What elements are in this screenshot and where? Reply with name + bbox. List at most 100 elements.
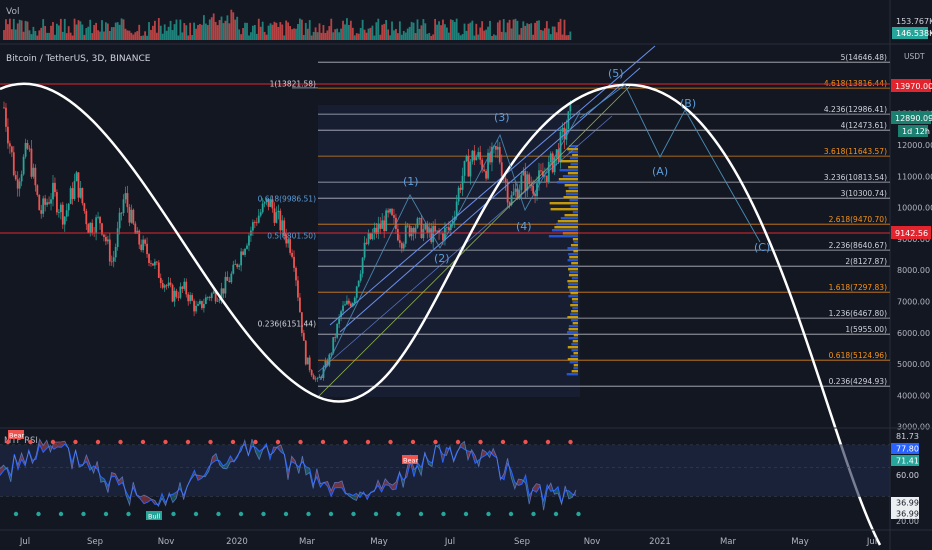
- candle-body: [332, 337, 335, 354]
- volume-bar: [191, 35, 194, 40]
- volume-bar: [236, 16, 239, 40]
- candle-body: [212, 291, 215, 294]
- price-tick-label: 3000.00: [897, 423, 930, 432]
- volume-bar: [175, 19, 178, 40]
- volume-bar: [455, 18, 458, 40]
- volume-bar: [56, 23, 58, 40]
- volume-bar: [75, 24, 78, 40]
- candle-body: [424, 223, 427, 230]
- time-axis-tick: Mar: [299, 537, 316, 547]
- candle-body: [561, 127, 564, 132]
- candle-body: [269, 199, 272, 207]
- candle-body: [471, 150, 474, 162]
- volume-bar: [46, 32, 49, 40]
- volume-bar: [489, 20, 491, 40]
- candle-body: [238, 265, 241, 267]
- volume-profile: [548, 145, 578, 376]
- volume-bar: [44, 25, 47, 40]
- trend-channel-upper: [329, 45, 656, 326]
- volume-bar: [348, 24, 350, 40]
- candle-body: [75, 172, 78, 182]
- candle-body: [124, 193, 127, 200]
- rsi-cloud: [338, 480, 342, 488]
- rsi-axis-60: 60.00: [896, 471, 919, 480]
- rsi-cloud: [198, 475, 202, 481]
- candle-body: [526, 174, 529, 191]
- candle-body: [412, 228, 415, 234]
- candle-body: [385, 210, 388, 232]
- bear-tag-1: Bear: [9, 432, 24, 440]
- volume-profile-bar: [562, 175, 578, 178]
- volume-bar: [542, 30, 544, 40]
- volume-bar: [22, 31, 25, 40]
- candle-body: [226, 276, 229, 281]
- volume-bar: [534, 22, 536, 40]
- volume-bar: [391, 21, 393, 40]
- rsi-cloud: [392, 482, 396, 490]
- volume-bar: [371, 25, 374, 40]
- volume-bar: [297, 23, 299, 40]
- volume-bar: [469, 22, 472, 40]
- candle-body: [416, 218, 419, 228]
- candle-body: [338, 316, 341, 324]
- volume-bar: [81, 24, 84, 40]
- countdown-text: 1d 12h: [902, 127, 930, 136]
- volume-bar: [561, 34, 564, 40]
- volume-bar: [20, 20, 23, 40]
- candle-body: [453, 216, 456, 222]
- volume-bar: [61, 31, 64, 40]
- volume-bar: [120, 18, 123, 40]
- volume-bar: [63, 18, 66, 40]
- rsi-cloud: [100, 476, 105, 483]
- candle-body: [132, 209, 135, 224]
- candle-body: [434, 225, 437, 232]
- volume-profile-bar: [567, 286, 578, 289]
- candle-body: [277, 210, 280, 213]
- candle-body: [463, 160, 466, 176]
- volume-profile-bar: [570, 244, 578, 247]
- candle-body: [101, 223, 103, 235]
- volume-bar: [118, 24, 121, 40]
- volume-bar: [87, 26, 90, 40]
- volume-bar: [277, 27, 280, 40]
- volume-bar: [559, 18, 562, 40]
- volume-bar: [126, 30, 129, 40]
- volume-profile-bar: [568, 268, 578, 271]
- volume-bar: [250, 32, 252, 40]
- rsi-bear-dot: [230, 439, 236, 445]
- candle-body: [281, 220, 284, 231]
- volume-bar: [310, 35, 313, 40]
- volume-bar: [226, 15, 229, 40]
- rsi-bear-dot: [365, 439, 371, 445]
- price-tick-label: 12000.00: [897, 141, 932, 150]
- volume-bar: [79, 21, 82, 40]
- candle-body: [553, 157, 556, 173]
- rsi-line-slow: [0, 438, 577, 511]
- volume-profile-bar: [571, 277, 578, 280]
- price-badges: 13970.00 12890.09 1d 12h 9142.56: [891, 79, 932, 239]
- candle-body: [545, 175, 548, 183]
- volume-profile-bar: [571, 262, 578, 265]
- volume-pane: Vol 153.767K 146.538K: [3, 7, 932, 40]
- candle-body: [248, 235, 250, 246]
- candle-body: [481, 159, 484, 170]
- candle-body: [494, 146, 497, 150]
- candle-body: [26, 142, 29, 149]
- candle-body: [10, 146, 13, 153]
- candle-body: [304, 340, 307, 365]
- fib-level-label: 3(10300.74): [841, 189, 887, 198]
- volume-bar: [340, 28, 342, 40]
- rsi-axis-81: 81.73: [896, 432, 919, 441]
- volume-bar: [224, 20, 227, 40]
- volume-bar: [514, 18, 517, 40]
- candle-body: [12, 152, 15, 176]
- candle-body: [112, 257, 115, 262]
- volume-bar: [105, 22, 107, 40]
- volume-bar: [526, 23, 529, 40]
- volume-profile-bar: [571, 370, 578, 373]
- volume-profile-bar: [567, 148, 578, 151]
- candle-body: [445, 227, 448, 228]
- volume-bar: [187, 35, 190, 40]
- rsi-bear-dot: [5, 439, 11, 445]
- volume-bar: [291, 29, 293, 40]
